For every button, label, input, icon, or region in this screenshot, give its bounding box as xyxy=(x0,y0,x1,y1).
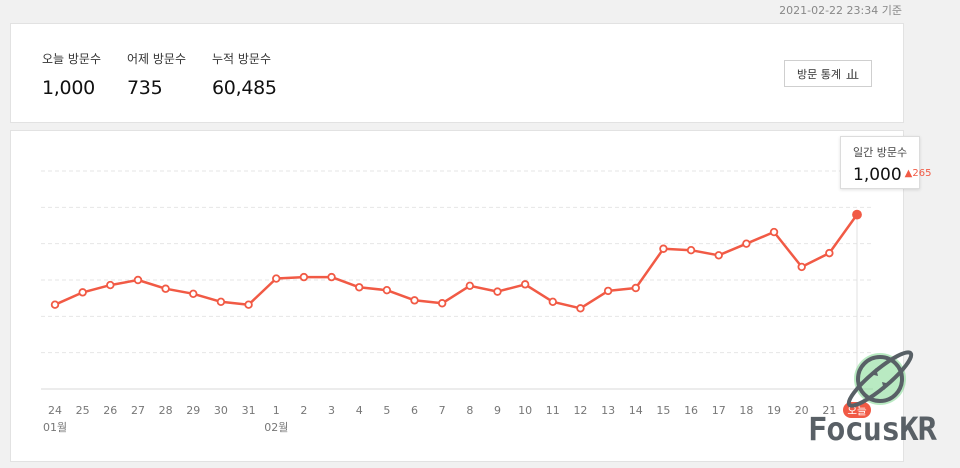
data-point xyxy=(161,284,170,293)
stat-yesterday: 어제 방문수 735 xyxy=(127,50,186,99)
month-label: 02월 xyxy=(264,421,288,434)
data-point-today xyxy=(852,209,862,220)
stat-yesterday-value: 735 xyxy=(127,77,163,99)
stat-today: 오늘 방문수 1,000 xyxy=(42,50,101,99)
series-line xyxy=(54,213,859,310)
data-point xyxy=(216,297,226,306)
data-point xyxy=(244,300,253,309)
stat-today-label: 오늘 방문수 xyxy=(42,52,102,66)
x-tick-label: 26 xyxy=(103,404,117,417)
bar-chart-icon xyxy=(846,69,859,79)
data-point xyxy=(355,283,364,292)
data-point xyxy=(78,288,87,297)
data-point xyxy=(769,227,779,237)
data-point xyxy=(520,280,530,289)
stat-total-label: 누적 방문수 xyxy=(212,52,272,66)
data-point xyxy=(659,244,668,253)
x-tick-label: 1 xyxy=(273,404,280,417)
x-tick-label: 31 xyxy=(242,404,256,417)
data-point xyxy=(576,304,585,313)
stat-total: 누적 방문수 60,485 xyxy=(212,50,277,99)
stat-total-value: 60,485 xyxy=(212,77,277,99)
data-point xyxy=(825,248,834,258)
x-tick-label: 19 xyxy=(767,404,781,417)
data-point xyxy=(299,272,309,282)
data-point xyxy=(50,300,60,309)
data-point xyxy=(797,262,806,272)
data-point xyxy=(686,246,696,255)
chart-tooltip: 일간 방문수 1,000 ▲265 xyxy=(840,136,931,189)
x-tick-label: 8 xyxy=(466,404,473,417)
tooltip-value: 1,000 xyxy=(853,165,902,185)
tooltip-change-value: 265 xyxy=(912,168,932,179)
data-point xyxy=(548,297,557,306)
x-tick-label: 25 xyxy=(76,404,90,417)
data-point xyxy=(493,287,502,296)
logo-text: FocusKR xyxy=(808,410,937,448)
data-point xyxy=(133,275,143,285)
x-tick-label: 16 xyxy=(684,404,698,417)
stat-today-value: 1,000 xyxy=(42,77,95,99)
x-tick-label: 9 xyxy=(494,404,501,417)
data-point xyxy=(189,289,198,299)
data-point xyxy=(465,281,475,291)
tooltip-row: 1,000 ▲265 xyxy=(853,165,931,185)
data-point xyxy=(437,299,447,308)
timestamp: 2021-02-22 23:34 기준 xyxy=(779,4,902,17)
tooltip-change: ▲265 xyxy=(904,168,932,179)
x-tick-label: 2 xyxy=(300,404,307,417)
summary-card: 오늘 방문수 1,000 어제 방문수 735 누적 방문수 60,485 방문… xyxy=(10,23,904,123)
planet-logo-icon xyxy=(846,350,914,408)
x-tick-label: 21 xyxy=(822,404,836,417)
x-tick-label: 5 xyxy=(383,404,390,417)
x-tick-label: 7 xyxy=(439,404,446,417)
x-tick-label: 17 xyxy=(712,404,726,417)
x-tick-label: 30 xyxy=(214,404,228,417)
x-tick-label: 10 xyxy=(518,404,532,417)
x-tick-label: 3 xyxy=(328,404,335,417)
tooltip-label: 일간 방문수 xyxy=(853,146,908,159)
data-point xyxy=(714,251,723,260)
x-tick-label: 13 xyxy=(601,404,615,417)
data-point xyxy=(272,274,281,283)
stat-yesterday-label: 어제 방문수 xyxy=(127,52,187,66)
x-tick-label: 4 xyxy=(356,404,363,417)
data-point xyxy=(631,283,640,293)
x-tick-label: 11 xyxy=(546,404,560,417)
x-tick-label: 15 xyxy=(656,404,670,417)
x-tick-label: 6 xyxy=(411,404,418,417)
x-tick-label: 27 xyxy=(131,404,145,417)
x-tick-label: 28 xyxy=(159,404,173,417)
data-point xyxy=(106,280,115,290)
month-label: 01월 xyxy=(43,421,67,434)
x-tick-label: 14 xyxy=(629,404,643,417)
visit-stats-button[interactable]: 방문 통계 xyxy=(784,60,872,87)
x-tick-label: 20 xyxy=(795,404,809,417)
x-tick-label: 29 xyxy=(186,404,200,417)
x-tick-label: 24 xyxy=(48,404,62,417)
x-tick-label: 18 xyxy=(739,404,753,417)
visits-line-chart: 24 25 26 27 28 29 30 31 1 2 3 4 5 6 7 8 9 10 11 12 13 14 15 16 1… xyxy=(41,170,873,434)
data-point xyxy=(327,272,336,282)
watermark-logo: FocusKR xyxy=(808,344,960,468)
x-tick-label: 12 xyxy=(573,404,587,417)
data-point xyxy=(603,286,613,296)
today-badge-label: 오늘 xyxy=(847,405,867,417)
visit-stats-button-label: 방문 통계 xyxy=(797,67,841,81)
chart-card: 24 25 26 27 28 29 30 31 1 2 3 4 5 6 7 8 9 10 11 12 13 14 15 16 1… xyxy=(10,130,904,462)
data-point xyxy=(382,285,392,295)
data-point xyxy=(410,296,419,305)
data-point xyxy=(742,239,751,248)
